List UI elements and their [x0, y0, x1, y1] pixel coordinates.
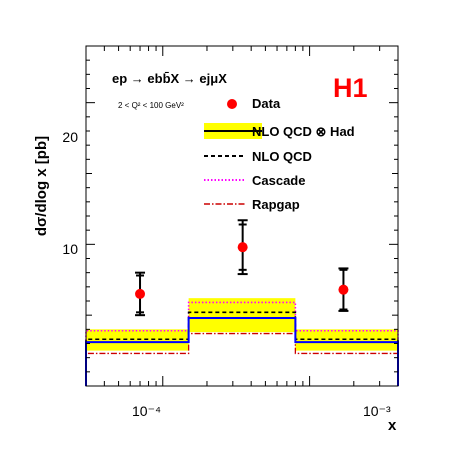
data-points	[135, 219, 349, 317]
legend-cascade-label: Cascade	[252, 173, 305, 188]
x-axis-label: x	[388, 417, 397, 434]
nlo-band-bin-1	[188, 298, 296, 333]
process-label: ep → ebb̄X → ejμX	[112, 71, 227, 86]
legend-nlo-had-label: NLO QCD ⊗ Had	[252, 124, 355, 139]
legend-nlo-label: NLO QCD	[252, 149, 312, 164]
y-axis-label: dσ/dlog x [pb]	[33, 136, 50, 236]
legend-data-label: Data	[252, 96, 281, 111]
nlo-band-bin-2	[295, 329, 398, 351]
data-point-0	[135, 288, 146, 299]
series-line-nlo-qcd	[85, 311, 399, 386]
series-line-rapgap	[85, 332, 399, 386]
axis-ticks	[85, 45, 399, 387]
legend: Data NLO QCD ⊗ Had NLO QCD Cascade Rapga…	[204, 96, 355, 212]
data-point-2	[338, 284, 349, 295]
legend-data-marker	[227, 99, 237, 109]
prediction-lines	[85, 301, 399, 386]
y-tick-label-10: 10	[62, 241, 78, 257]
x-tick-label-1e-3: 10⁻³	[363, 403, 391, 419]
experiment-label-h1: H1	[333, 73, 368, 103]
kinematic-range-label: 2 < Q² < 100 GeV²	[118, 101, 184, 110]
series-line-nlo-qcd-had	[85, 317, 399, 386]
data-point-1	[237, 242, 248, 253]
prediction-bands	[86, 298, 398, 351]
x-tick-label-1e-4: 10⁻⁴	[132, 403, 161, 419]
series-line-cascade	[85, 301, 399, 386]
legend-rapgap-label: Rapgap	[252, 197, 300, 212]
y-tick-label-20: 20	[62, 129, 78, 145]
